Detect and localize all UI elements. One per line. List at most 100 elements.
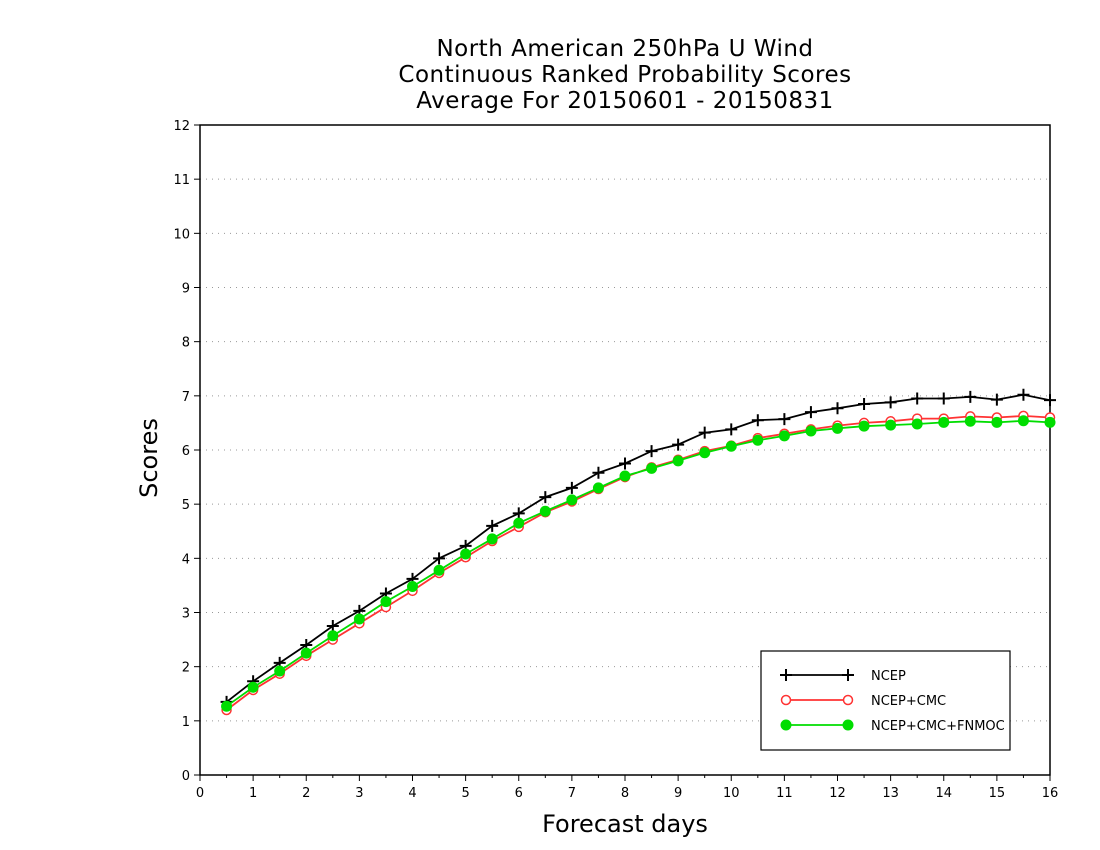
data-point: [221, 700, 233, 712]
data-point: [460, 548, 472, 560]
data-point: [300, 647, 312, 659]
data-point: [592, 482, 604, 494]
legend-item: NCEP+CMC+FNMOC: [780, 719, 1005, 734]
data-point: [1044, 416, 1056, 428]
x-tick-label: 6: [515, 786, 523, 801]
data-point: [326, 620, 339, 633]
series-1: [220, 388, 1056, 708]
data-point: [1044, 394, 1056, 407]
y-tick-label: 4: [182, 552, 190, 567]
data-point: [539, 491, 552, 504]
legend-marker: [842, 719, 854, 731]
x-tick-label: 12: [829, 786, 846, 801]
data-point: [725, 440, 737, 452]
x-tick-label: 15: [989, 786, 1006, 801]
x-tick-label: 4: [408, 786, 416, 801]
data-point: [885, 419, 897, 431]
legend-marker: [842, 694, 854, 706]
data-point: [566, 494, 578, 506]
data-point: [778, 413, 791, 426]
legend-marker: [780, 694, 792, 706]
data-point: [539, 505, 551, 517]
data-point: [433, 564, 445, 576]
y-axis-label: Scores: [135, 418, 163, 498]
data-point: [884, 396, 897, 409]
data-point: [805, 425, 817, 437]
legend-marker: [780, 669, 792, 681]
y-tick-label: 12: [173, 119, 190, 134]
data-point: [964, 415, 976, 427]
data-point: [513, 517, 525, 529]
data-point: [804, 406, 817, 419]
y-tick-label: 9: [182, 282, 190, 297]
data-point: [433, 552, 446, 565]
data-point: [592, 466, 605, 479]
data-point: [752, 434, 764, 446]
y-tick-label: 5: [182, 498, 190, 513]
y-tick-label: 10: [173, 227, 190, 242]
data-point: [327, 630, 339, 642]
data-point: [911, 418, 923, 430]
y-tick-label: 6: [182, 444, 190, 459]
data-point: [725, 423, 738, 436]
x-tick-label: 0: [196, 786, 204, 801]
x-tick-label: 14: [935, 786, 952, 801]
y-tick-label: 0: [182, 769, 190, 784]
data-point: [353, 613, 365, 625]
data-point: [858, 420, 870, 432]
data-point: [751, 414, 764, 427]
y-tick-label: 3: [182, 607, 190, 622]
data-point: [1017, 415, 1029, 427]
y-tick-label: 7: [182, 390, 190, 405]
x-tick-label: 16: [1042, 786, 1059, 801]
y-tick-label: 8: [182, 336, 190, 351]
x-tick-label: 3: [355, 786, 363, 801]
data-point: [512, 507, 525, 520]
data-point: [938, 416, 950, 428]
data-point: [672, 455, 684, 467]
chart-title-line-1: North American 250hPa U Wind: [436, 36, 814, 62]
y-tick-label: 11: [173, 173, 190, 188]
x-tick-label: 2: [302, 786, 310, 801]
data-point: [486, 533, 498, 545]
x-tick-label: 13: [882, 786, 899, 801]
data-point: [858, 397, 871, 410]
series-group: [220, 388, 1056, 716]
data-point: [380, 596, 392, 608]
legend-item: NCEP: [780, 669, 906, 684]
series-3: [221, 415, 1056, 712]
x-tick-label: 5: [461, 786, 469, 801]
data-point: [832, 422, 843, 434]
legend-label: NCEP+CMC+FNMOC: [871, 719, 1005, 734]
x-tick-label: 11: [776, 786, 793, 801]
data-point: [1017, 388, 1030, 401]
legend-marker: [842, 669, 854, 681]
data-point: [407, 581, 418, 592]
data-point: [937, 392, 950, 405]
data-point: [699, 447, 711, 459]
x-tick-label: 10: [723, 786, 740, 801]
legend-label: NCEP: [871, 669, 906, 684]
y-tick-label: 1: [182, 715, 190, 730]
data-point: [911, 392, 924, 405]
x-tick-label: 8: [621, 786, 629, 801]
y-tick-label: 2: [182, 661, 190, 676]
legend-marker: [780, 719, 792, 731]
data-point: [964, 390, 977, 403]
legend: NCEP NCEP+CMC NCEP+CMC+FNMOC: [760, 650, 1011, 751]
data-point: [274, 665, 286, 677]
data-point: [831, 402, 844, 415]
data-point: [619, 470, 631, 482]
x-axis-label: Forecast days: [542, 810, 708, 838]
legend-item: NCEP+CMC: [780, 694, 946, 709]
x-tick-label: 1: [249, 786, 257, 801]
x-tick-label: 7: [568, 786, 576, 801]
data-point: [646, 462, 658, 474]
data-point: [247, 681, 259, 693]
data-point: [698, 426, 711, 439]
data-point: [990, 393, 1003, 406]
data-point: [778, 430, 790, 442]
data-point: [645, 445, 658, 458]
data-point: [619, 457, 631, 470]
